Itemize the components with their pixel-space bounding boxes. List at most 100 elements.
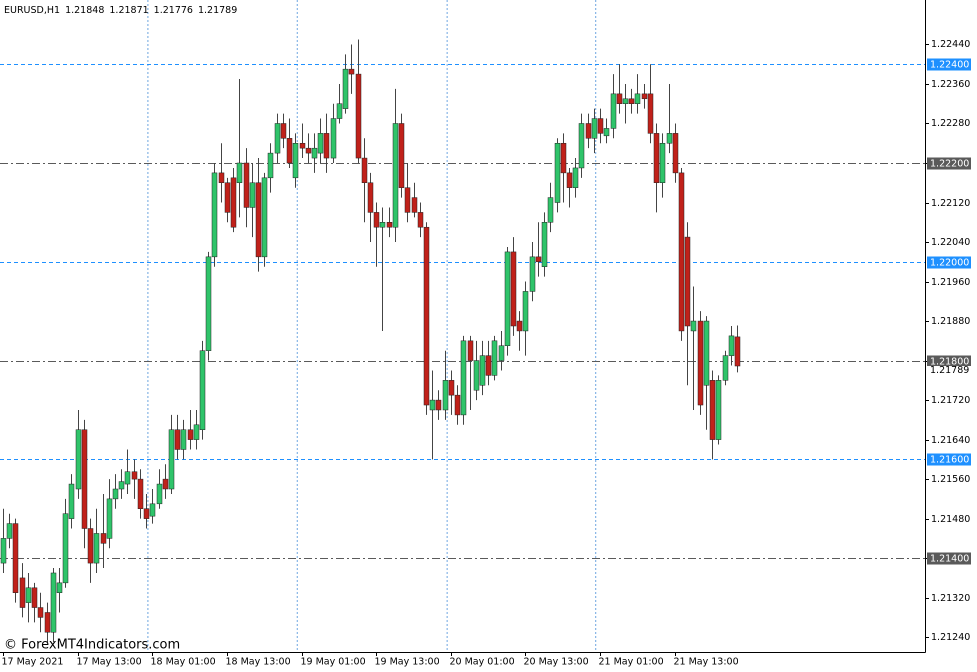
level-label: 1.21600 (930, 455, 969, 466)
candle-body (37, 607, 44, 618)
candle-body (547, 197, 554, 223)
x-tick-label: 18 May 13:00 (226, 657, 291, 668)
candle-body (348, 68, 355, 75)
candle-body (249, 182, 256, 208)
level-label-box (927, 453, 971, 466)
candle-body (218, 172, 225, 184)
candle-body (467, 340, 474, 361)
candle-body (479, 355, 486, 386)
candle-body (236, 162, 243, 184)
candle-body (386, 222, 393, 228)
level-label-box (927, 552, 971, 565)
watermark: © ForexMT4Indicators.com (4, 638, 180, 653)
x-tick-label: 17 May 2021 (2, 657, 64, 668)
level-label: 1.22200 (930, 159, 969, 170)
price-label: 1.21789 (930, 365, 969, 376)
level-label-box (927, 157, 971, 170)
candle-body (106, 498, 113, 539)
candle-body (554, 142, 561, 203)
candle-body (578, 123, 585, 169)
y-tick-label: 1.21960 (931, 277, 970, 288)
candle-body (591, 118, 598, 139)
candle-body (112, 488, 119, 500)
x-tick-label: 20 May 13:00 (524, 657, 589, 668)
candle-body (56, 582, 63, 593)
candle-body (62, 513, 69, 584)
grid (147, 0, 597, 652)
candle-body (634, 93, 641, 104)
candle-body (429, 399, 436, 411)
candle-body (585, 123, 592, 139)
candle-body (715, 380, 722, 440)
candle-body (187, 429, 194, 440)
candle-body (510, 251, 517, 327)
candle-body (442, 380, 449, 411)
candle-body (211, 172, 218, 258)
header-low: 1.21776 (154, 5, 193, 16)
candle-body (392, 123, 399, 228)
candle-body (622, 98, 629, 104)
candle-body (373, 212, 380, 228)
x-tick-label: 19 May 13:00 (375, 657, 440, 668)
candle-body (628, 98, 635, 104)
y-tick-label: 1.22040 (931, 237, 970, 248)
level-label-box (927, 256, 971, 269)
candle-body (261, 177, 268, 258)
candle-body (560, 142, 567, 174)
y-tick-label: 1.22120 (931, 198, 970, 209)
candle-body (0, 538, 7, 564)
price-label-box (927, 366, 971, 376)
candle-body (19, 577, 26, 608)
candle-body (25, 587, 32, 603)
x-tick-label: 17 May 13:00 (77, 657, 142, 668)
chart-header: EURUSD,H1 1.21848 1.21871 1.21776 1.21789 (4, 5, 237, 16)
candle-body (230, 177, 237, 228)
y-tick-label: 1.21640 (931, 435, 970, 446)
candle-body (75, 429, 82, 490)
candle-body (672, 133, 679, 174)
candle-body (100, 533, 107, 544)
level-label: 1.22000 (930, 258, 969, 269)
candle-body (131, 471, 138, 480)
candle-body (292, 142, 299, 179)
candle-body (323, 133, 330, 159)
x-tick-label: 21 May 13:00 (674, 657, 739, 668)
candle-body (361, 157, 368, 184)
candle-body (224, 182, 231, 213)
candle-body (143, 508, 150, 519)
header-high: 1.21871 (109, 5, 148, 16)
level-label: 1.22400 (930, 60, 969, 71)
candle-body (597, 118, 604, 134)
y-tick-label: 1.22360 (931, 79, 970, 90)
candle-body (411, 197, 418, 213)
candle-body (137, 478, 144, 510)
level-label: 1.21800 (930, 357, 969, 368)
candle-body (684, 236, 691, 327)
candle-body (404, 187, 411, 213)
candle-body (342, 68, 349, 109)
candle-body (87, 528, 94, 564)
candle-body (616, 93, 623, 104)
candle-body (255, 182, 262, 258)
candle-body (199, 350, 206, 430)
candle-body (417, 212, 424, 228)
candle-body (398, 123, 405, 188)
candle-body (709, 380, 716, 440)
candle-body (286, 138, 293, 164)
candle-body (529, 256, 536, 292)
candle-body (317, 133, 324, 154)
header-close: 1.21789 (198, 5, 237, 16)
candle-body (678, 172, 685, 332)
candle-body (690, 320, 697, 332)
candle-body (355, 73, 362, 159)
candle-body (541, 222, 548, 267)
candle-body (473, 360, 480, 391)
candle-body (31, 587, 38, 608)
candle-body (193, 424, 200, 440)
x-tick-label: 20 May 01:00 (450, 657, 515, 668)
candle-body (734, 336, 741, 367)
symbol: EURUSD,H1 (4, 5, 60, 16)
y-tick-label: 1.21480 (931, 514, 970, 525)
